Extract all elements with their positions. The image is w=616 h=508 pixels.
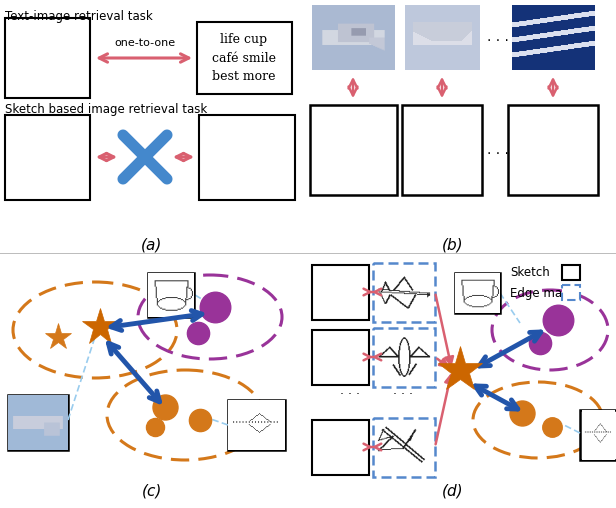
Text: . . .: . . . — [487, 30, 509, 44]
Bar — [373, 263, 435, 322]
Bar — [228, 400, 285, 450]
Bar — [562, 265, 580, 280]
Bar — [312, 330, 369, 385]
Bar — [310, 105, 397, 195]
Text: one-to-one: one-to-one — [115, 38, 176, 48]
Bar — [312, 420, 369, 475]
Bar — [148, 273, 194, 317]
Bar — [197, 22, 292, 94]
Bar — [402, 105, 482, 195]
Bar — [8, 395, 68, 450]
Text: . . .: . . . — [393, 385, 413, 397]
Bar — [312, 265, 369, 320]
Bar — [5, 115, 90, 200]
Text: Sketch based image retrieval task: Sketch based image retrieval task — [5, 103, 207, 116]
Text: life cup
café smile
best more: life cup café smile best more — [212, 33, 276, 83]
Bar — [562, 285, 580, 300]
Text: Sketch: Sketch — [510, 267, 549, 279]
Text: . . .: . . . — [487, 143, 509, 157]
Text: Edge map: Edge map — [510, 287, 570, 300]
Text: (b): (b) — [442, 237, 464, 252]
Text: Text-image retrieval task: Text-image retrieval task — [5, 10, 153, 23]
Text: (a): (a) — [141, 237, 163, 252]
Bar — [199, 115, 295, 200]
Bar — [373, 328, 435, 387]
Bar — [5, 18, 90, 98]
Bar — [580, 410, 616, 460]
Bar — [508, 105, 598, 195]
Text: . . .: . . . — [340, 385, 360, 397]
Text: (d): (d) — [442, 483, 464, 498]
Text: (c): (c) — [142, 483, 162, 498]
Bar — [455, 273, 500, 313]
Bar — [373, 418, 435, 477]
